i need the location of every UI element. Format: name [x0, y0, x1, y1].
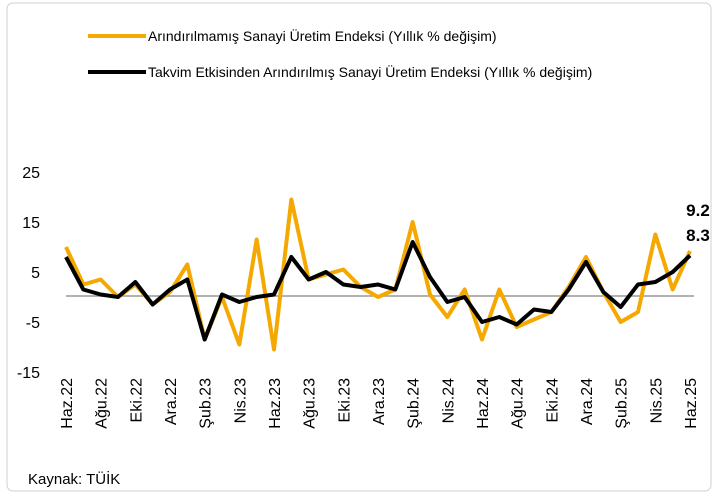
x-tick-label: Ara.24: [579, 378, 596, 425]
data-label: 9.2: [686, 201, 710, 220]
x-tick-label: Şub.23: [198, 378, 215, 429]
legend-label: Arındırılmamış Sanayi Üretim Endeksi (Yı…: [148, 27, 497, 44]
x-tick-label: Nis.24: [440, 378, 457, 423]
x-tick-label: Şub.24: [406, 378, 423, 429]
x-tick-label: Ağu.24: [510, 378, 527, 429]
x-tick-label: Haz.23: [267, 378, 284, 429]
x-tick-label: Haz.25: [683, 378, 700, 429]
legend-label: Takvim Etkisinden Arındırılmış Sanayi Ür…: [148, 63, 592, 80]
y-tick-label: -5: [26, 315, 40, 332]
x-tick-label: Nis.25: [648, 378, 665, 423]
y-tick-label: 25: [22, 165, 40, 182]
x-tick-label: Eki.23: [336, 378, 353, 423]
x-tick-label: Eki.22: [128, 378, 145, 423]
x-tick-label: Haz.24: [475, 378, 492, 429]
x-tick-label: Ağu.23: [302, 378, 319, 429]
x-tick-label: Ara.22: [163, 378, 180, 425]
x-tick-label: Haz.22: [59, 378, 76, 429]
y-tick-label: 5: [31, 265, 40, 282]
x-tick-label: Nis.23: [232, 378, 249, 423]
series-line: [64, 240, 692, 342]
y-tick-label: -15: [17, 365, 40, 382]
x-tick-label: Ara.23: [371, 378, 388, 425]
y-tick-label: 15: [22, 215, 40, 232]
source: Kaynak: TÜİK: [28, 470, 120, 488]
chart-frame: [6, 2, 712, 492]
data-label: 8.3: [686, 226, 710, 245]
x-tick-label: Şub.25: [614, 378, 631, 429]
x-tick-label: Eki.24: [544, 378, 561, 423]
x-tick-label: Ağu.22: [94, 378, 111, 429]
